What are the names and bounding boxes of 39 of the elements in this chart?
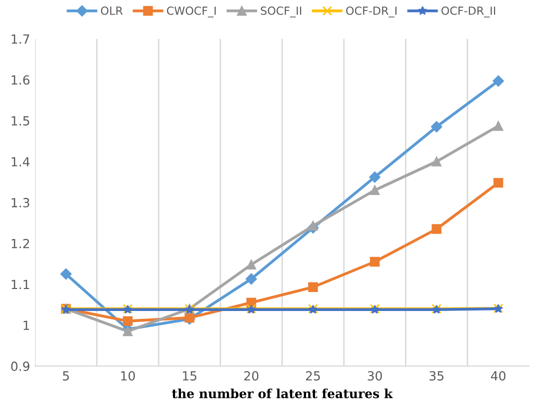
x-tick-label: 25 bbox=[306, 371, 320, 381]
y-tick-label: 1.2 bbox=[12, 238, 29, 248]
y-tick-label: 1.4 bbox=[12, 157, 30, 166]
x-tick-label: 35 bbox=[430, 371, 444, 381]
y-tick-label: 0.9 bbox=[11, 362, 30, 371]
legend-label: OCF-DR_II bbox=[442, 6, 496, 18]
x-tick-label: 10 bbox=[121, 371, 135, 381]
x-tick-label: 5 bbox=[62, 371, 69, 381]
legend-label: CWOCF_I bbox=[166, 6, 216, 18]
y-tick-label: 1.7 bbox=[12, 34, 30, 44]
point bbox=[60, 268, 72, 280]
point bbox=[246, 260, 256, 270]
x-axis-title: the number of latent features k bbox=[172, 388, 393, 398]
y-tick-label: 1.3 bbox=[12, 198, 30, 208]
point bbox=[430, 121, 442, 132]
point bbox=[246, 273, 257, 285]
x-tick-label: 40 bbox=[490, 371, 506, 381]
x-tick-label: 15 bbox=[182, 371, 196, 381]
x-tick-label: 30 bbox=[368, 371, 382, 381]
point bbox=[370, 256, 380, 267]
point bbox=[432, 224, 442, 234]
point bbox=[432, 156, 442, 166]
legend-label: SOCF_II bbox=[260, 6, 302, 18]
point bbox=[308, 282, 318, 292]
point bbox=[122, 316, 133, 326]
y-tick-label: 1 bbox=[24, 320, 30, 330]
x-tick-label: 20 bbox=[244, 371, 258, 381]
legend-label: OCF-DR_I bbox=[346, 6, 396, 18]
point bbox=[492, 75, 504, 87]
legend-label: OLR bbox=[100, 6, 123, 15]
point bbox=[369, 171, 380, 183]
point bbox=[308, 220, 318, 231]
y-tick-label: 1.1 bbox=[12, 280, 30, 290]
point bbox=[370, 185, 380, 196]
point bbox=[122, 326, 133, 336]
y-tick-label: 1.5 bbox=[12, 116, 30, 126]
y-tick-label: 1.6 bbox=[12, 75, 30, 85]
point bbox=[493, 178, 504, 188]
point bbox=[493, 121, 504, 131]
